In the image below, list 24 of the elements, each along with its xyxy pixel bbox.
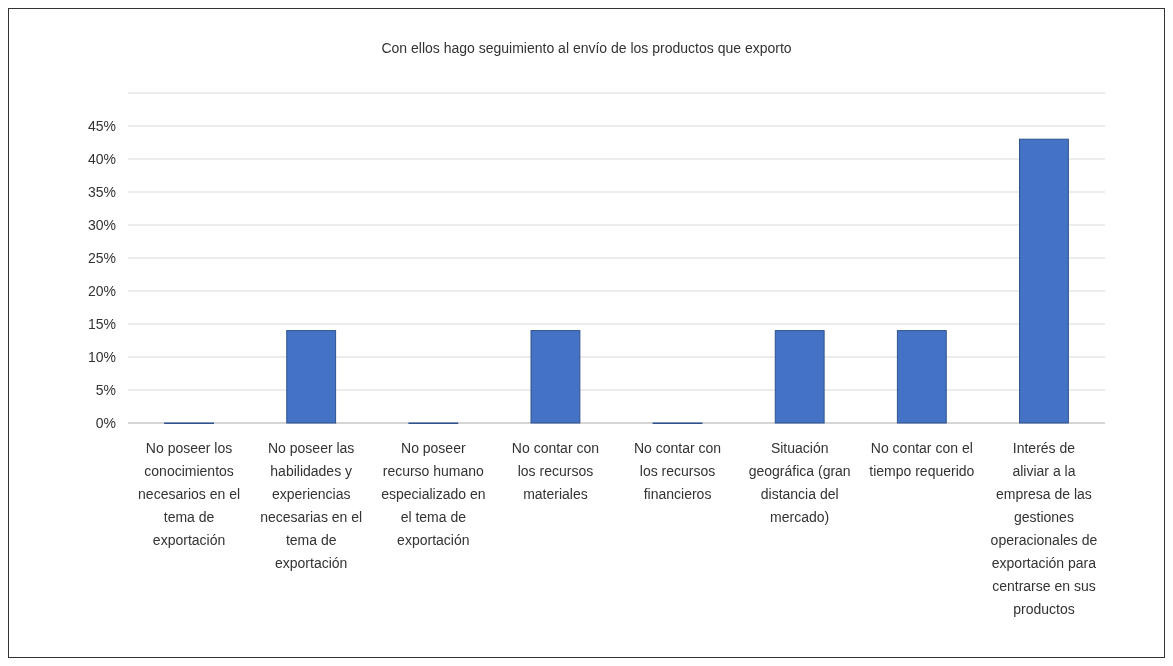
y-tick-label: 35% [87, 183, 116, 200]
bar [774, 330, 825, 424]
x-tick-label: No poseer recurso humano especializado en el tema de exportación [381, 440, 486, 548]
y-tick-label: 0% [95, 414, 116, 431]
y-tick-label: 45% [87, 117, 116, 134]
x-tick-label: No poseer los conocimientos necesarios en el tema de exportación [138, 440, 241, 548]
y-tick-label: 20% [87, 282, 116, 299]
x-tick-label: No contar con el tiempo requerido [869, 440, 975, 479]
bar [1019, 138, 1069, 424]
bar [530, 330, 581, 424]
y-tick-label: 5% [95, 381, 116, 398]
bar [896, 330, 947, 424]
x-tick-label: No contar con los recursos financieros [633, 440, 722, 502]
bar [286, 330, 337, 424]
y-tick-label: 10% [87, 348, 116, 365]
x-tick-label: Interés de aliviar a la empresa de las gestiones operacionales de exportación para centrarse en sus productos [990, 440, 1098, 617]
x-tick-label: Situación geográfica (gran distancia del mercado) [748, 440, 851, 525]
y-tick-label: 40% [87, 150, 116, 167]
y-tick-label: 30% [87, 216, 116, 233]
y-tick-label: 25% [87, 249, 116, 266]
chart-title: Con ellos hago seguimiento al envío de los productos que exporto [381, 40, 792, 56]
y-tick-label: 15% [87, 315, 116, 332]
x-tick-label: No poseer las habilidades y experiencias necesarias en el tema de exportación [260, 440, 363, 571]
x-tick-label: No contar con los recursos materiales [511, 440, 600, 502]
